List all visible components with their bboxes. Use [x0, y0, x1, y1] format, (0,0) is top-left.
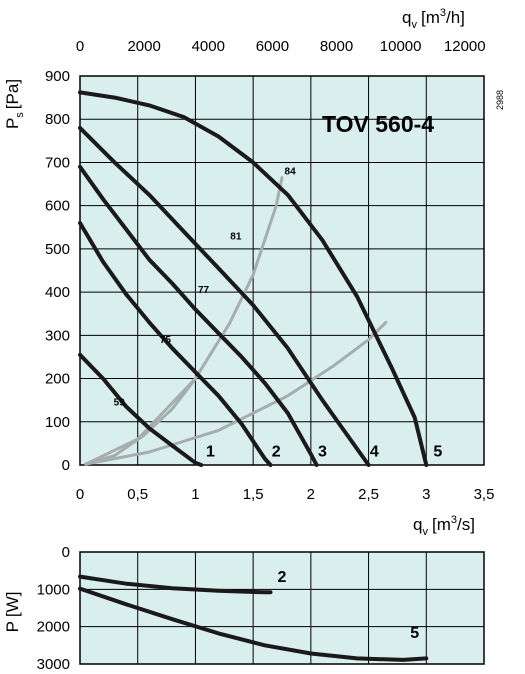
x2label-sup: 3: [440, 7, 446, 19]
pressure-tick-labels: 0 100 200 300 400 500 600 700 800 900: [45, 68, 70, 474]
x-tick-label: 3: [422, 486, 430, 503]
y-tick-label: 600: [45, 198, 70, 215]
curve-number: 3: [318, 443, 327, 460]
efficiency-iso-line: [84, 320, 388, 466]
pressure-curve-5: [78, 90, 429, 467]
power-curve-2: [78, 574, 273, 595]
x2label-unit: [m: [421, 8, 440, 27]
x-tick-label: 2: [307, 486, 315, 503]
xlabel-sub: v: [422, 526, 428, 538]
power-curve-number-labels: 25: [278, 569, 420, 642]
y-tick-label: 0: [62, 457, 70, 474]
ylabel-main: P: [3, 118, 22, 129]
y-tick-label: 200: [45, 371, 70, 388]
x2-tick-label: 12000: [444, 38, 486, 55]
x-tick-label: 0,5: [127, 486, 148, 503]
power-curves: [78, 574, 429, 662]
x-tick-label: 1: [191, 486, 199, 503]
pressure-curve-4: [78, 125, 371, 467]
xlabel-unit-end: /s]: [457, 515, 475, 534]
efficiency-iso-line: [84, 377, 197, 466]
svg-text:P[W]: P [W]: [3, 592, 22, 633]
x2label-unit-end: /h]: [446, 8, 465, 27]
x-tick-label: 3,5: [474, 486, 495, 503]
pressure-curves: [78, 90, 429, 467]
y-tick-label: 900: [45, 68, 70, 85]
x2label-sub: v: [411, 19, 417, 31]
y-axis-label-power: P [W]: [3, 592, 22, 633]
chart-code: 2988: [495, 90, 505, 110]
x2-tick-label: 8000: [320, 38, 353, 55]
pressure-curve-2: [78, 221, 273, 467]
y-tick-label: 500: [45, 241, 70, 258]
y-tick-label: 700: [45, 154, 70, 171]
ylabel-sub: s: [14, 112, 26, 118]
x-tick-label: 0: [76, 486, 84, 503]
power-curve-5: [78, 586, 429, 662]
efficiency-label: 84: [285, 167, 297, 178]
curve-number-labels: 1 2 3 4 5: [206, 443, 442, 460]
x2-tick-label: 10000: [380, 38, 422, 55]
y-tick-label: 400: [45, 284, 70, 301]
power-tick-label: 0: [62, 544, 70, 561]
xlabel-main: q: [413, 515, 422, 534]
y-tick-label: 800: [45, 111, 70, 128]
pressure-curve-3: [78, 164, 319, 467]
efficiency-label: 81: [230, 231, 242, 242]
power-tick-label: 2000: [37, 619, 70, 636]
power-grid: [79, 551, 485, 665]
x2-tick-label: 2000: [127, 38, 160, 55]
power-curve-number: 5: [410, 625, 419, 642]
x-tick-label: 1,5: [243, 486, 264, 503]
power-curve-number: 2: [278, 569, 287, 586]
plabel-main: P: [3, 621, 22, 632]
pressure-flow-chart: 0 0,5 1 1,5 2 2,5 3 3,5 0 100 200 300 400 500 600 700 8…: [3, 7, 505, 538]
flow-m3h-tick-labels: 0 2000 4000 6000 8000 10000 12000: [76, 38, 486, 55]
curve-number: 1: [206, 443, 215, 460]
curve-number: 5: [433, 443, 442, 460]
curve-number: 2: [272, 443, 281, 460]
efficiency-iso-line: [84, 176, 284, 466]
efficiency-label: 75: [160, 335, 172, 346]
efficiency-labels: 84 81 77 75 59: [114, 167, 296, 409]
power-tick-label: 3000: [37, 656, 70, 673]
x-tick-label: 2,5: [358, 486, 379, 503]
x2-tick-label: 6000: [256, 38, 289, 55]
xlabel-sup: 3: [451, 514, 457, 526]
x-axis-label-flow-m3s: qv [m3/s]: [413, 514, 475, 538]
x2-axis-label-flow-m3h: qv [m3/h]: [402, 7, 465, 31]
flow-m3s-tick-labels: 0 0,5 1 1,5 2 2,5 3 3,5: [76, 486, 495, 503]
efficiency-label: 77: [198, 285, 210, 296]
power-tick-labels: 0 1000 2000 3000: [37, 544, 70, 673]
svg-text:Ps[Pa]: Ps [Pa]: [3, 79, 26, 129]
efficiency-label: 59: [114, 397, 126, 408]
chart-title: TOV 560-4: [322, 111, 434, 137]
ylabel-unit: [Pa]: [3, 79, 22, 109]
pressure-grid: [79, 75, 485, 466]
y-tick-label: 100: [45, 414, 70, 431]
efficiency-iso-lines: [84, 176, 388, 466]
x2label-main: q: [402, 8, 411, 27]
x2-tick-label: 4000: [192, 38, 225, 55]
xlabel-unit: [m: [432, 515, 451, 534]
plabel-unit: [W]: [3, 592, 22, 618]
y-tick-label: 300: [45, 327, 70, 344]
x2-tick-label: 0: [76, 38, 84, 55]
y-axis-label-pressure: Ps [Pa]: [3, 79, 26, 129]
curve-number: 4: [370, 443, 379, 460]
pressure-curve-1: [78, 352, 204, 467]
power-tick-label: 1000: [37, 581, 70, 598]
